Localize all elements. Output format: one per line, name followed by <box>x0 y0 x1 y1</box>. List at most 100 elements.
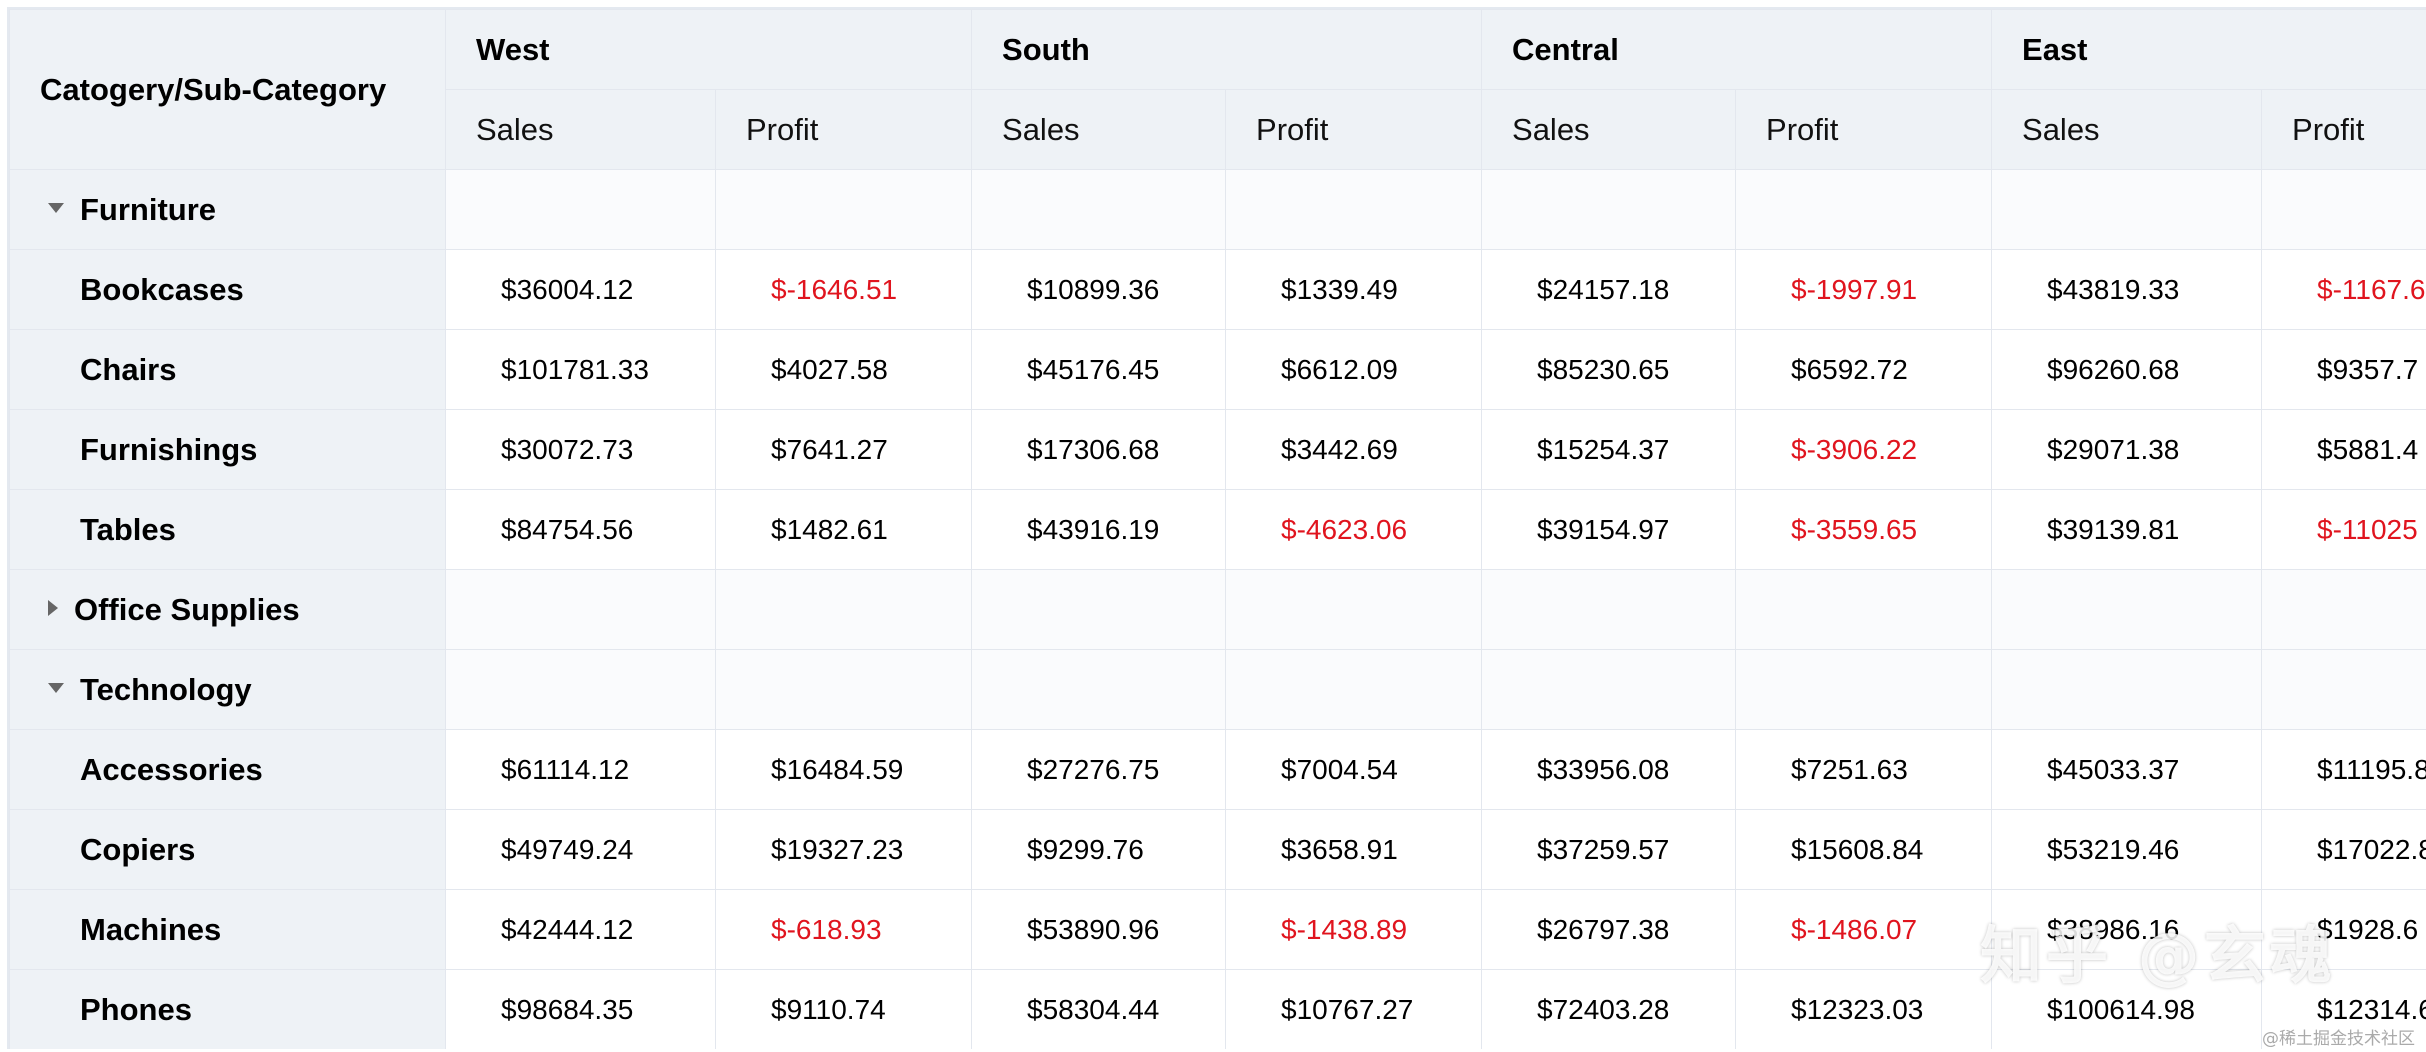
empty-cell <box>1481 169 1737 250</box>
category-header[interactable]: Office Supplies <box>9 569 446 650</box>
profit-cell: $-1646.51 <box>714 249 973 330</box>
metric-header-profit[interactable]: Profit <box>714 89 973 170</box>
table-body: Furniture Bookcases $36004.12 $-1646.51 $108… <box>9 169 2426 1049</box>
empty-cell <box>971 169 1227 250</box>
profit-cell: $12314.6 <box>2261 969 2426 1049</box>
sales-cell: $39139.81 <box>1991 489 2263 570</box>
profit-cell: $10767.27 <box>1225 969 1483 1049</box>
profit-cell: $9357.7 <box>2261 329 2426 410</box>
profit-cell: $3442.69 <box>1225 409 1483 490</box>
profit-cell: $1482.61 <box>714 489 973 570</box>
region-header-central[interactable]: Central <box>1481 9 1993 90</box>
metric-header-sales[interactable]: Sales <box>971 89 1227 170</box>
row-label: Chairs <box>80 351 177 387</box>
sales-cell: $58304.44 <box>971 969 1227 1049</box>
profit-cell: $3658.91 <box>1225 809 1483 890</box>
sales-cell: $39154.97 <box>1481 489 1737 570</box>
row-label: Accessories <box>80 751 263 787</box>
sales-cell: $10899.36 <box>971 249 1227 330</box>
empty-cell <box>445 169 716 250</box>
pivot-grid: Catogery/Sub-Category West South Central… <box>9 9 2426 1049</box>
row-label: Furniture <box>80 191 217 227</box>
subcategory-header: Accessories <box>9 729 446 810</box>
profit-cell: $-1167.6 <box>2261 249 2426 330</box>
profit-cell: $7251.63 <box>1735 729 1993 810</box>
empty-cell <box>2261 649 2426 730</box>
profit-cell: $-1486.07 <box>1735 889 1993 970</box>
sales-cell: $100614.98 <box>1991 969 2263 1049</box>
profit-cell: $7641.27 <box>714 409 973 490</box>
sales-cell: $84754.56 <box>445 489 716 570</box>
metric-header-sales[interactable]: Sales <box>1481 89 1737 170</box>
category-row: Office Supplies <box>9 569 2426 650</box>
metric-header-sales[interactable]: Sales <box>1991 89 2263 170</box>
profit-cell: $-1997.91 <box>1735 249 1993 330</box>
sales-cell: $72403.28 <box>1481 969 1737 1049</box>
row-label: Machines <box>80 911 222 947</box>
region-header-west[interactable]: West <box>444 9 973 90</box>
sales-cell: $49749.24 <box>445 809 716 890</box>
sales-cell: $9299.76 <box>971 809 1227 890</box>
profit-cell: $-3906.22 <box>1735 409 1993 490</box>
sales-cell: $29071.38 <box>1991 409 2263 490</box>
row-label: Technology <box>80 671 252 707</box>
expand-caret-icon[interactable] <box>48 600 58 617</box>
sales-cell: $33956.08 <box>1481 729 1737 810</box>
empty-cell <box>1481 649 1737 730</box>
collapse-caret-icon[interactable] <box>48 203 64 214</box>
corner-header: Catogery/Sub-Category <box>9 9 446 170</box>
empty-cell <box>445 569 716 650</box>
profit-cell: $1928.6 <box>2261 889 2426 970</box>
subcategory-header: Furnishings <box>9 409 446 490</box>
table-row: Accessories $61114.12 $16484.59 $27276.75 $7… <box>9 729 2426 810</box>
metric-header-profit[interactable]: Profit <box>2261 89 2426 170</box>
profit-cell: $4027.58 <box>714 329 973 410</box>
sales-cell: $38986.16 <box>1991 889 2263 970</box>
sales-cell: $96260.68 <box>1991 329 2263 410</box>
subcategory-header: Phones <box>9 969 446 1049</box>
subcategory-header: Bookcases <box>9 249 446 330</box>
profit-cell: $15608.84 <box>1735 809 1993 890</box>
empty-cell <box>1991 649 2263 730</box>
profit-cell: $16484.59 <box>714 729 973 810</box>
collapse-caret-icon[interactable] <box>48 683 64 694</box>
sales-cell: $53219.46 <box>1991 809 2263 890</box>
table-row: Machines $42444.12 $-618.93 $53890.96 $-1438… <box>9 889 2426 970</box>
row-label: Office Supplies <box>74 591 300 627</box>
sales-cell: $42444.12 <box>445 889 716 970</box>
row-label: Tables <box>80 511 176 547</box>
region-header-south[interactable]: South <box>971 9 1483 90</box>
profit-cell: $-3559.65 <box>1735 489 1993 570</box>
category-header[interactable]: Furniture <box>9 169 446 250</box>
subcategory-header: Chairs <box>9 329 446 410</box>
sales-cell: $61114.12 <box>445 729 716 810</box>
metric-header-profit[interactable]: Profit <box>1225 89 1483 170</box>
metric-header-sales[interactable]: Sales <box>445 89 716 170</box>
empty-cell <box>1735 169 1993 250</box>
sales-cell: $27276.75 <box>971 729 1227 810</box>
region-header-east[interactable]: East <box>1991 9 2426 90</box>
pivot-table: Catogery/Sub-Category West South Central… <box>7 7 2426 1049</box>
metric-header-profit[interactable]: Profit <box>1735 89 1993 170</box>
category-header[interactable]: Technology <box>9 649 446 730</box>
subcategory-header: Tables <box>9 489 446 570</box>
sales-cell: $26797.38 <box>1481 889 1737 970</box>
profit-cell: $-1438.89 <box>1225 889 1483 970</box>
empty-cell <box>1991 169 2263 250</box>
sales-cell: $36004.12 <box>445 249 716 330</box>
sales-cell: $17306.68 <box>971 409 1227 490</box>
empty-cell <box>1991 569 2263 650</box>
category-row: Furniture <box>9 169 2426 250</box>
empty-cell <box>1481 569 1737 650</box>
profit-cell: $12323.03 <box>1735 969 1993 1049</box>
site-watermark: @稀土掘金技术社区 <box>2262 1029 2415 1049</box>
profit-cell: $6592.72 <box>1735 329 1993 410</box>
sales-cell: $24157.18 <box>1481 249 1737 330</box>
profit-cell: $-618.93 <box>714 889 973 970</box>
empty-cell <box>714 169 973 250</box>
table-row: Tables $84754.56 $1482.61 $43916.19 $-4623.0… <box>9 489 2426 570</box>
empty-cell <box>971 649 1227 730</box>
sales-cell: $45176.45 <box>971 329 1227 410</box>
table-row: Bookcases $36004.12 $-1646.51 $10899.36 $133… <box>9 249 2426 330</box>
category-row: Technology <box>9 649 2426 730</box>
